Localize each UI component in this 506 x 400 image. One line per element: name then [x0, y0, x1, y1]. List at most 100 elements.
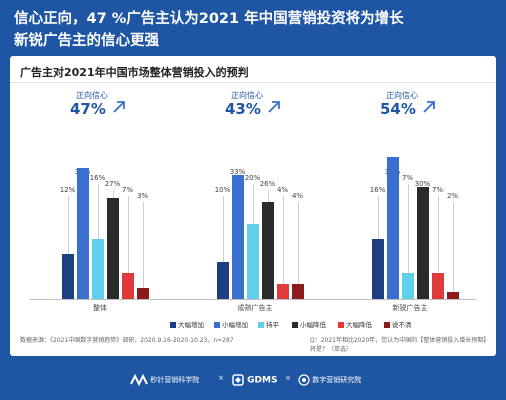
legend-item: 大幅增加 [170, 319, 204, 329]
wave-logo-icon [130, 374, 148, 386]
legend-item: 小幅增加 [214, 319, 248, 329]
chart-legend: 大幅增加 小幅增加 持平 小幅降低 大幅降低 说不清 [170, 319, 490, 331]
confidence-label: 正向信心 [231, 91, 263, 100]
legend-swatch [170, 322, 176, 328]
bar-leader-line [252, 184, 254, 224]
bar-leader-line [452, 202, 454, 292]
bar-leader-line [297, 202, 299, 284]
confidence-value: 43% [225, 100, 261, 118]
legend-item: 说不清 [384, 319, 412, 329]
bar-5 [136, 287, 149, 299]
legend-label: 持平 [266, 321, 279, 329]
legend-swatch [384, 322, 390, 328]
bar-leader-line [267, 190, 269, 202]
headline: 信心正向，47 %广告主认为2021 年中国营销投资将为增长 新锐广告主的信心更… [14, 8, 494, 52]
legend-item: 持平 [258, 319, 279, 329]
bar-group: 正向信心 43% 10% 33% 20% 26% 4% 4% [195, 84, 345, 299]
bar-value-label: 7% [121, 186, 134, 194]
chart-plot-area: 正向信心47%12%35%16%27%7%3%正向信心43%10%33%20%2… [10, 84, 496, 299]
confidence-value: 47% [70, 100, 106, 118]
institute-logo-icon [298, 374, 310, 386]
bar-leader-line [112, 190, 114, 198]
question-note: Q：2021年相比2020年，您认为中国的【整体营销投入增长预期】将是？（单选） [310, 337, 490, 353]
legend-swatch [338, 322, 344, 328]
legend-label: 大幅降低 [346, 321, 372, 329]
chart-baseline [30, 299, 476, 300]
bar-5 [291, 284, 304, 299]
bar-4 [431, 272, 444, 299]
trend-up-arrow-icon [423, 101, 435, 113]
headline-line1: 信心正向，47 %广告主认为2021 年中国营销投资将为增长 [14, 11, 404, 27]
bar-leader-line [127, 196, 129, 273]
bar-leader-line [377, 196, 379, 239]
bar-leader-line [142, 202, 144, 288]
bar-0 [216, 261, 229, 299]
legend-label: 小幅增加 [222, 321, 248, 329]
confidence-value: 54% [380, 100, 416, 118]
bar-0 [371, 239, 384, 299]
logo-gdms-text: GDMS [247, 375, 278, 386]
bar-value-label: 4% [276, 186, 289, 194]
bar-5 [446, 291, 459, 299]
bar-value-label: 4% [291, 192, 304, 200]
bar-leader-line [437, 196, 439, 273]
bar-2 [401, 272, 414, 299]
legend-label: 说不清 [392, 321, 412, 329]
source-note: 数据来源：《2021中国数字营销趋势》调研，2020.9.16-2020.10.… [20, 337, 234, 344]
bar-leader-line [67, 196, 69, 254]
bar-value-label: 33% [229, 168, 246, 176]
headline-line2: 新锐广告主的信心更强 [14, 33, 159, 49]
bar-value-label: 30% [414, 180, 431, 188]
bar-value-label: 16% [89, 174, 106, 182]
legend-label: 大幅增加 [178, 321, 204, 329]
bar-0 [61, 254, 74, 299]
bar-value-label: 12% [59, 186, 76, 194]
bar-3 [416, 186, 429, 299]
logo-separator-1: × [218, 374, 224, 382]
bar-value-label: 3% [136, 192, 149, 200]
category-label: 成熟广告主 [237, 304, 273, 312]
bar-leader-line [222, 196, 224, 262]
bar-1 [231, 175, 244, 299]
bar-value-label: 2% [446, 192, 459, 200]
trend-up-arrow-icon [113, 101, 125, 113]
bar-value-label: 16% [369, 186, 386, 194]
bar-3 [261, 201, 274, 299]
legend-item: 大幅降低 [338, 319, 372, 329]
bar-value-label: 26% [259, 180, 276, 188]
bar-3 [106, 197, 119, 299]
bar-value-label: 20% [244, 174, 261, 182]
bar-4 [121, 272, 134, 299]
trend-up-arrow-icon [268, 101, 280, 113]
footer: 秒针营销科学院 × GDMS × 数字营销研究院 [0, 362, 506, 400]
legend-label: 小幅降低 [300, 321, 326, 329]
gdms-logo-icon [232, 374, 244, 386]
chart-title: 广告主对2021年中国市场整体营销投入的预判 [20, 66, 249, 79]
logo-institute-text: 数字营销研究院 [312, 376, 362, 384]
bar-2 [246, 224, 259, 299]
bar-leader-line [97, 184, 99, 239]
logo-miaozhen: 秒针营销科学院 [130, 374, 199, 388]
logo-institute: 数字营销研究院 [298, 374, 361, 388]
title-divider [10, 82, 496, 83]
bar-leader-line [407, 184, 409, 273]
bar-4 [276, 284, 289, 299]
legend-item: 小幅降低 [292, 319, 326, 329]
chart-card: 广告主对2021年中国市场整体营销投入的预判 正向信心47%12%35%16%2… [10, 56, 496, 356]
logo-gdms: GDMS [232, 374, 277, 388]
logo-miaozhen-text: 秒针营销科学院 [150, 376, 200, 384]
logo-separator-2: × [285, 374, 291, 382]
confidence-label: 正向信心 [386, 91, 418, 100]
bar-value-label: 7% [431, 186, 444, 194]
legend-swatch [258, 322, 264, 328]
legend-swatch [292, 322, 298, 328]
category-label: 新锐广告主 [392, 304, 428, 312]
category-label: 整体 [93, 304, 107, 312]
bar-leader-line [282, 196, 284, 284]
bar-value-label: 27% [104, 180, 121, 188]
confidence-label: 正向信心 [76, 91, 108, 100]
bar-value-label: 10% [214, 186, 231, 194]
bar-value-label: 7% [401, 174, 414, 182]
